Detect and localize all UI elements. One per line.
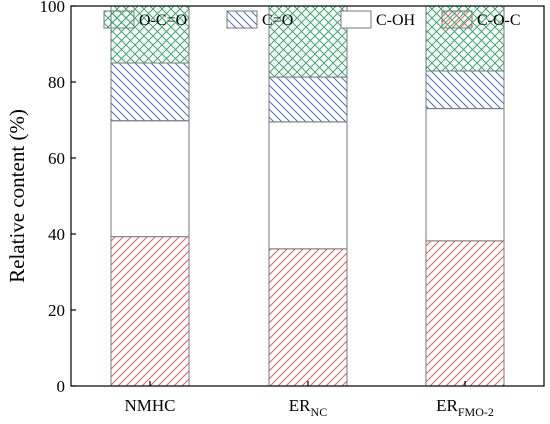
legend-swatch-o-c-o	[103, 10, 135, 29]
legend-label: O-C=O	[139, 12, 187, 29]
y-tick-label: 80	[48, 73, 65, 92]
bar-segment-c-oh-2	[268, 121, 348, 250]
legend-swatch-c-oh	[340, 10, 372, 29]
x-tick-label: ERNC	[289, 396, 327, 419]
bar-segment-c-oh-3	[425, 108, 505, 242]
bar-segment-c-oh-1	[110, 120, 190, 238]
bar-segment-c-o-c-3	[425, 240, 505, 387]
y-tick-label: 100	[40, 0, 66, 16]
y-tick-label: 60	[48, 149, 65, 168]
legend-label: C-OH	[376, 12, 416, 29]
bar-segment-c-o-c-2	[268, 248, 348, 387]
bar-segment-c-o-c-1	[110, 236, 190, 387]
y-tick-label: 40	[48, 225, 65, 244]
y-axis-ticks: 0 20 40 60 80 100	[40, 0, 76, 396]
x-tick-label: NMHC	[124, 396, 175, 415]
legend-swatch-c-o-c	[441, 10, 473, 29]
bar-segment-c-o-3	[425, 70, 505, 110]
bar-segment-c-o-1	[110, 62, 190, 122]
y-axis-title: Relative content (%)	[5, 109, 29, 283]
y-tick-label: 20	[48, 301, 65, 320]
y-tick-label: 0	[57, 377, 66, 396]
bars-layer	[110, 5, 505, 387]
legend: O-C=O C=O C-OH C-O-C	[103, 10, 521, 29]
x-axis-ticks: NMHC ERNC ERFMO-2	[124, 381, 494, 419]
legend-swatch-c-o	[226, 10, 258, 29]
bar-segment-c-o-2	[268, 76, 348, 123]
bar-segment-o-c-o-2	[268, 5, 348, 78]
x-tick-label: ERFMO-2	[436, 396, 494, 419]
legend-label: C-O-C	[477, 12, 521, 29]
legend-label: C=O	[262, 12, 293, 29]
